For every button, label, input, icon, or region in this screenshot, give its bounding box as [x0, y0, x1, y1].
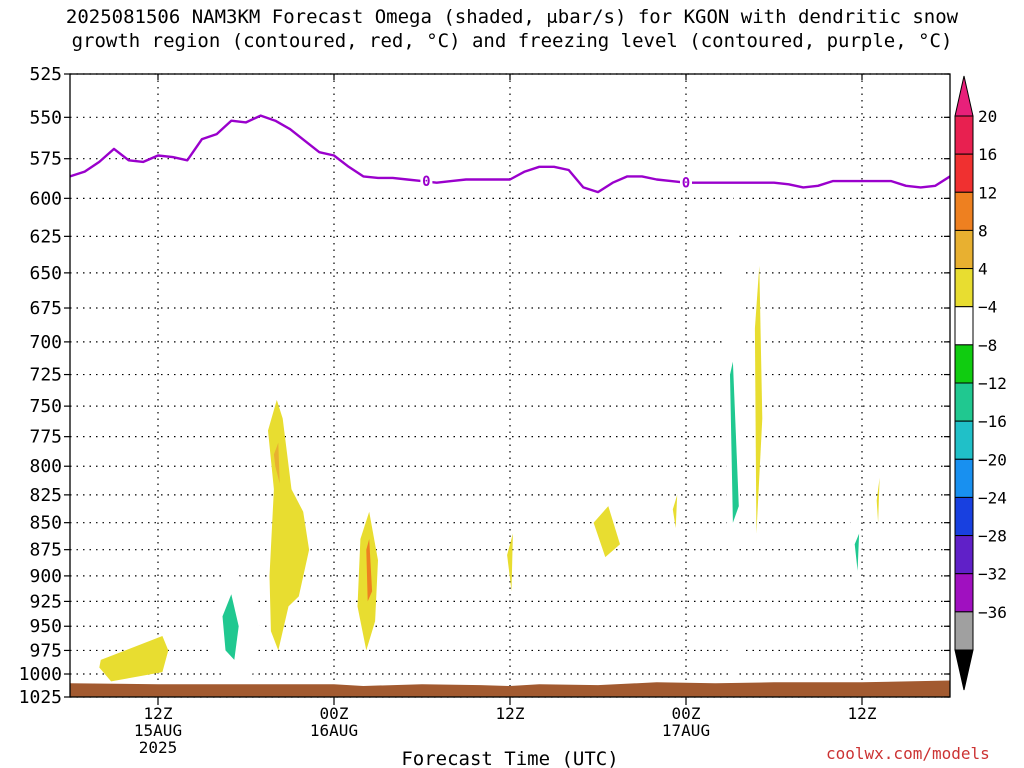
- x-tick-label: 00Z: [672, 704, 701, 723]
- y-tick-label: 750: [29, 396, 62, 417]
- chart-title-line1: 2025081506 NAM3KM Forecast Omega (shaded…: [65, 6, 959, 28]
- colorbar-label: −20: [978, 450, 1007, 469]
- y-tick-label: 525: [29, 64, 62, 85]
- omega-green-column-05z: [725, 190, 747, 571]
- omega-yellow-patch-18z: [593, 506, 620, 558]
- x-tick-label: 12Z: [144, 704, 173, 723]
- terrain: [70, 680, 950, 697]
- omega-shading: [99, 190, 890, 684]
- y-tick-label: 600: [29, 188, 62, 209]
- colorbar-label: 12: [978, 183, 997, 202]
- x-tick-date: 17AUG: [662, 721, 710, 740]
- omega-green-dot-13z: [876, 633, 890, 651]
- y-tick-label: 900: [29, 566, 62, 587]
- chart-title-line2: growth region (contoured, red, °C) and f…: [71, 30, 953, 52]
- y-tick-label: 725: [29, 365, 62, 386]
- omega-yellow-fleck-13z: [876, 477, 880, 523]
- colorbar-extend-top: [954, 75, 974, 117]
- x-tick-year: 2025: [139, 738, 178, 757]
- colorbar-label: 8: [978, 221, 988, 240]
- y-tick-label: 850: [29, 513, 62, 534]
- y-tick-label: 775: [29, 427, 62, 448]
- x-tick-label: 00Z: [320, 704, 349, 723]
- colorbar-label: −36: [978, 603, 1007, 622]
- colorbar-label: 20: [978, 107, 997, 126]
- colorbar-swatch: [954, 611, 974, 651]
- y-tick-label: 550: [29, 107, 62, 128]
- y-tick-label: 675: [29, 298, 62, 319]
- colorbar-swatch: [954, 496, 974, 537]
- y-tick-label: 950: [29, 616, 62, 637]
- colorbar-label: −28: [978, 527, 1007, 546]
- plot-area: [70, 74, 950, 697]
- x-tick-label: 12Z: [848, 704, 877, 723]
- freezing-level-label-bg: [420, 173, 433, 189]
- y-tick-label: 825: [29, 485, 62, 506]
- omega-cyan-core-05z: [730, 361, 739, 523]
- omega-green-low-05z: [727, 626, 744, 682]
- colorbar-label: −4: [978, 298, 997, 317]
- y-tick-label: 625: [29, 226, 62, 247]
- colorbar-label: 4: [978, 260, 988, 279]
- freezing-level-label: 0: [682, 176, 690, 192]
- omega-yellow-line-07z: [754, 265, 763, 534]
- omega-yellow-fleck-23z: [672, 494, 678, 529]
- y-tick-label: 975: [29, 640, 62, 661]
- colorbar-swatch: [954, 115, 974, 155]
- colorbar-label: −16: [978, 412, 1007, 431]
- terrain-fill: [70, 680, 950, 697]
- y-tick-label: 800: [29, 456, 62, 477]
- freezing-level-label: 0: [422, 174, 430, 190]
- y-tick-label: 875: [29, 540, 62, 561]
- omega-orange-core-02z: [366, 539, 373, 602]
- colorbar-swatch: [954, 344, 974, 384]
- freezing-level-line: [70, 114, 950, 194]
- colorbar-swatch: [954, 535, 974, 575]
- colorbar-label: −24: [978, 488, 1007, 507]
- y-tick-label: 1000: [19, 664, 62, 685]
- y-tick-label: 700: [29, 332, 62, 353]
- credit-link[interactable]: coolwx.com/models: [826, 744, 990, 763]
- colorbar-label: 16: [978, 145, 997, 164]
- omega-yellow-sliver-12z: [507, 533, 513, 592]
- omega-yellow-low-12z: [99, 636, 169, 682]
- x-axis-label: Forecast Time (UTC): [401, 748, 618, 768]
- colorbar-swatch: [954, 268, 974, 308]
- y-axis: 525 550 575 600 625 650 675 700 725 750 775 800 825 8…: [19, 64, 950, 708]
- omega-cyan-core-16z: [222, 594, 239, 660]
- colorbar-swatch: [954, 229, 974, 270]
- colorbar-swatch: [954, 191, 974, 231]
- colorbar-swatch: [954, 382, 974, 422]
- y-tick-label: 1025: [19, 687, 62, 708]
- x-tick-date: 16AUG: [310, 721, 358, 740]
- x-tick-date: 15AUG: [134, 721, 182, 740]
- y-tick-label: 925: [29, 591, 62, 612]
- colorbar-extend-bottom: [954, 649, 974, 691]
- omega-orange-core-20z: [273, 442, 280, 484]
- colorbar-label: −32: [978, 565, 1007, 584]
- colorbar-label: −8: [978, 336, 997, 355]
- y-tick-label: 650: [29, 263, 62, 284]
- colorbar-swatch: [954, 420, 974, 460]
- freezing-level-label-bg: [680, 174, 692, 190]
- colorbar-swatch: [954, 306, 974, 346]
- colorbar-swatch: [954, 573, 974, 613]
- omega-green-blob-12z: [847, 494, 862, 597]
- colorbar: 20 16 12 8 4 −4 −8 −12 −16 −20 −24 −28 −32 −36: [954, 75, 1007, 691]
- y-tick-label: 575: [29, 149, 62, 170]
- x-tick-label: 12Z: [496, 704, 525, 723]
- colorbar-swatch: [954, 458, 974, 498]
- colorbar-swatch: [954, 153, 974, 193]
- colorbar-label: −12: [978, 374, 1007, 393]
- omega-cyan-core-12z: [854, 533, 860, 571]
